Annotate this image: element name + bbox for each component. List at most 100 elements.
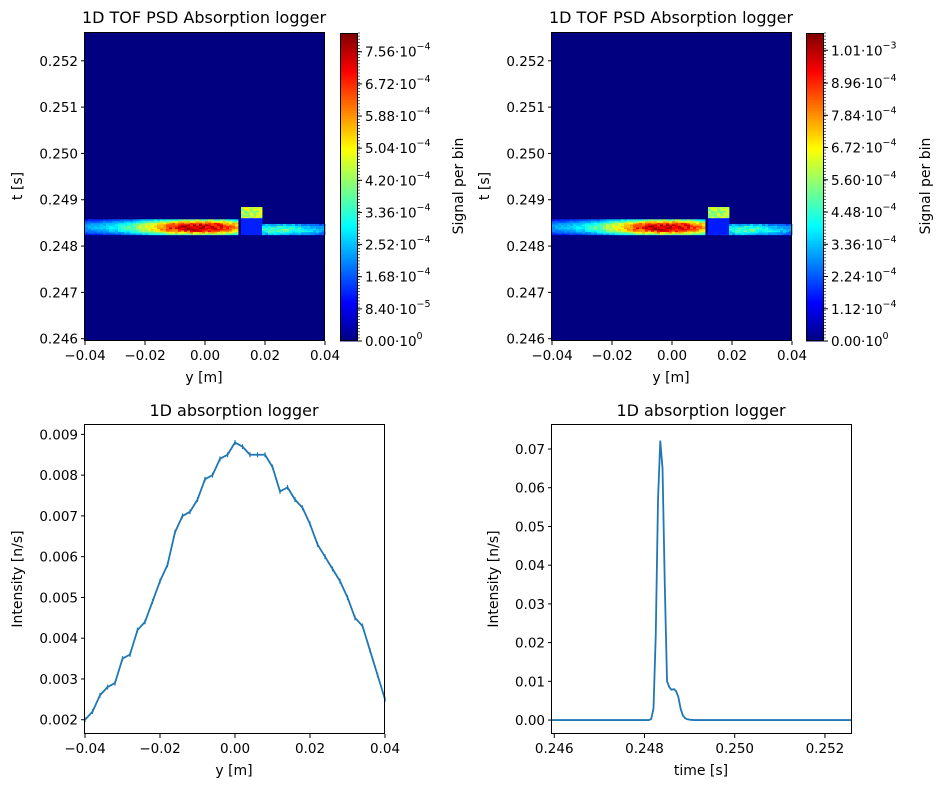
colorbar-tick-mantissa: 6.72·10 bbox=[365, 77, 417, 93]
heatmap-cell bbox=[100, 223, 104, 226]
colorbar-segment bbox=[806, 338, 824, 342]
heatmap-cell bbox=[268, 230, 272, 233]
y-tick-label: 0.05 bbox=[515, 519, 545, 535]
heatmap-cell bbox=[235, 223, 239, 226]
heatmap-cell bbox=[316, 231, 320, 234]
colorbar-segment bbox=[806, 323, 824, 327]
heatmap-cell bbox=[244, 220, 248, 223]
colorbar-tick-exponent: −5 bbox=[417, 299, 431, 310]
heatmap-cell bbox=[708, 228, 712, 231]
heatmap-cell bbox=[645, 223, 649, 226]
heatmap-cell bbox=[633, 228, 637, 231]
heatmap-cell bbox=[103, 230, 107, 233]
x-tick-label: −0.02 bbox=[591, 348, 632, 364]
colorbar-segment bbox=[340, 140, 358, 144]
heatmap-cell bbox=[223, 230, 227, 233]
colorbar-segment bbox=[806, 202, 824, 206]
heatmap-cell bbox=[708, 233, 712, 236]
heatmap-cell bbox=[561, 225, 565, 228]
heatmap-cell bbox=[163, 227, 167, 229]
heatmap-cell bbox=[642, 230, 646, 233]
colorbar-segment bbox=[340, 220, 358, 224]
colorbar-tick-label: 6.72·10−4 bbox=[831, 138, 897, 157]
heatmap-cell bbox=[268, 233, 272, 236]
heatmap-cell bbox=[753, 223, 757, 226]
heatmap-cell bbox=[741, 230, 745, 233]
heatmap-cell bbox=[567, 227, 571, 229]
heatmap-cell bbox=[145, 219, 149, 222]
colorbar-segment bbox=[806, 302, 824, 306]
heatmap-cell bbox=[178, 225, 182, 228]
colorbar-tick-exponent: 0 bbox=[417, 331, 423, 342]
heatmap-cell bbox=[235, 219, 239, 222]
heatmap-cell bbox=[720, 208, 724, 211]
heatmap-cell bbox=[759, 227, 763, 229]
heatmap-cell bbox=[660, 223, 664, 226]
colorbar-segment bbox=[340, 287, 358, 291]
y-tick-label: 0.248 bbox=[39, 239, 78, 255]
heatmap-cell bbox=[666, 233, 670, 236]
heatmap-cell bbox=[322, 231, 326, 234]
heatmap-cell bbox=[666, 220, 670, 223]
heatmap-cell bbox=[765, 228, 769, 231]
heatmap-cell bbox=[256, 216, 260, 219]
heatmap-cell bbox=[190, 231, 194, 234]
heatmap-cell bbox=[618, 222, 622, 225]
heatmap-cell bbox=[244, 217, 248, 220]
colorbar-tick-label: 3.36·10−4 bbox=[831, 234, 897, 253]
heatmap-cell bbox=[726, 223, 730, 226]
heatmap-cell bbox=[729, 231, 733, 234]
heatmap-cell bbox=[765, 225, 769, 228]
heatmap-cell bbox=[630, 228, 634, 231]
heatmap-cell bbox=[651, 231, 655, 234]
colorbar-tick-label: 3.36·10−4 bbox=[365, 202, 431, 221]
plot-frame bbox=[84, 424, 385, 734]
colorbar-segment bbox=[340, 66, 358, 70]
heatmap-cell bbox=[250, 217, 254, 220]
heatmap-cell bbox=[271, 228, 275, 231]
heatmap-cell bbox=[576, 228, 580, 231]
heatmap-cell bbox=[166, 227, 170, 229]
heatmap-cell bbox=[211, 222, 215, 225]
heatmap-cell bbox=[169, 222, 173, 225]
heatmap-cell bbox=[85, 225, 89, 228]
heatmap-cell bbox=[636, 230, 640, 233]
heatmap-cell bbox=[121, 219, 125, 222]
heatmap-cell bbox=[642, 223, 646, 226]
heatmap-cell bbox=[313, 233, 317, 236]
heatmap-cell bbox=[552, 227, 556, 229]
heatmap-cell bbox=[151, 227, 155, 229]
heatmap-cell bbox=[777, 231, 781, 234]
heatmap-cell bbox=[708, 223, 712, 226]
heatmap-cell bbox=[109, 228, 113, 231]
heatmap-cell bbox=[594, 230, 598, 233]
colorbar-segment bbox=[340, 323, 358, 327]
heatmap-cell bbox=[118, 227, 122, 229]
heatmap-cell bbox=[259, 223, 263, 226]
colorbar-segment bbox=[340, 99, 358, 103]
heatmap-cell bbox=[103, 233, 107, 236]
colorbar-segment bbox=[340, 68, 358, 72]
y-tick-label: 0.247 bbox=[506, 285, 545, 301]
colorbar-segment bbox=[806, 169, 824, 173]
heatmap-cell bbox=[720, 227, 724, 229]
heatmap-cell bbox=[115, 231, 119, 234]
heatmap-cell bbox=[115, 220, 119, 223]
heatmap-cell bbox=[133, 220, 137, 223]
heatmap-cell bbox=[789, 231, 793, 234]
colorbar-segment bbox=[340, 235, 358, 239]
heatmap-cell bbox=[651, 233, 655, 236]
heatmap-cell bbox=[696, 222, 700, 225]
heatmap-cell bbox=[702, 220, 706, 223]
heatmap-cell bbox=[789, 227, 793, 229]
heatmap-cell bbox=[208, 222, 212, 225]
y-tick-label: 0.00 bbox=[515, 713, 545, 729]
heatmap-cell bbox=[561, 228, 565, 231]
heatmap-cell bbox=[648, 231, 652, 234]
heatmap-cell bbox=[253, 233, 257, 236]
heatmap-background bbox=[85, 33, 325, 341]
colorbar-segment bbox=[806, 310, 824, 314]
heatmap-cell bbox=[717, 214, 721, 217]
heatmap-cell bbox=[645, 230, 649, 233]
heatmap-cell bbox=[118, 225, 122, 228]
